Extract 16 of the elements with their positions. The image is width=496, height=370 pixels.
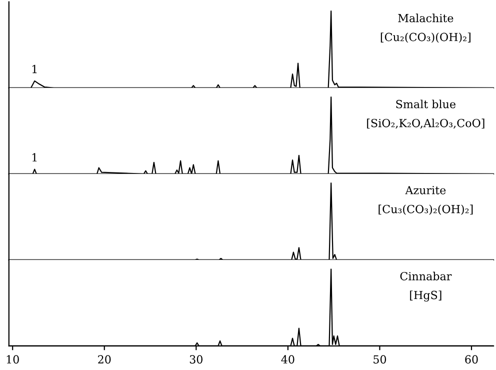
chart-title: Smalt blue (396, 100, 456, 108)
chart-title: Azurite (405, 186, 446, 194)
text: [HgS] (410, 290, 442, 302)
x-tick-label: 40 (281, 355, 294, 364)
text: [Cu₂(CO₃)(OH)₂] (380, 32, 470, 43)
chart-title: Malachite (398, 14, 454, 22)
x-tick-label: 10 (6, 355, 19, 364)
text: [SiO₂,K₂O,Al₂O₃,CoO] (367, 118, 484, 129)
x-tick-label: 60 (465, 355, 478, 364)
x-tick-label: 20 (98, 355, 111, 364)
x-tick-label: 30 (190, 355, 202, 364)
annotation: 1 (32, 153, 37, 162)
text: [Cu₃(CO₃)₂(OH)₂] (378, 204, 473, 215)
x-tick-label: 50 (374, 355, 386, 364)
chart-title: Cinnabar (400, 272, 452, 280)
annotation: 1 (32, 64, 37, 74)
